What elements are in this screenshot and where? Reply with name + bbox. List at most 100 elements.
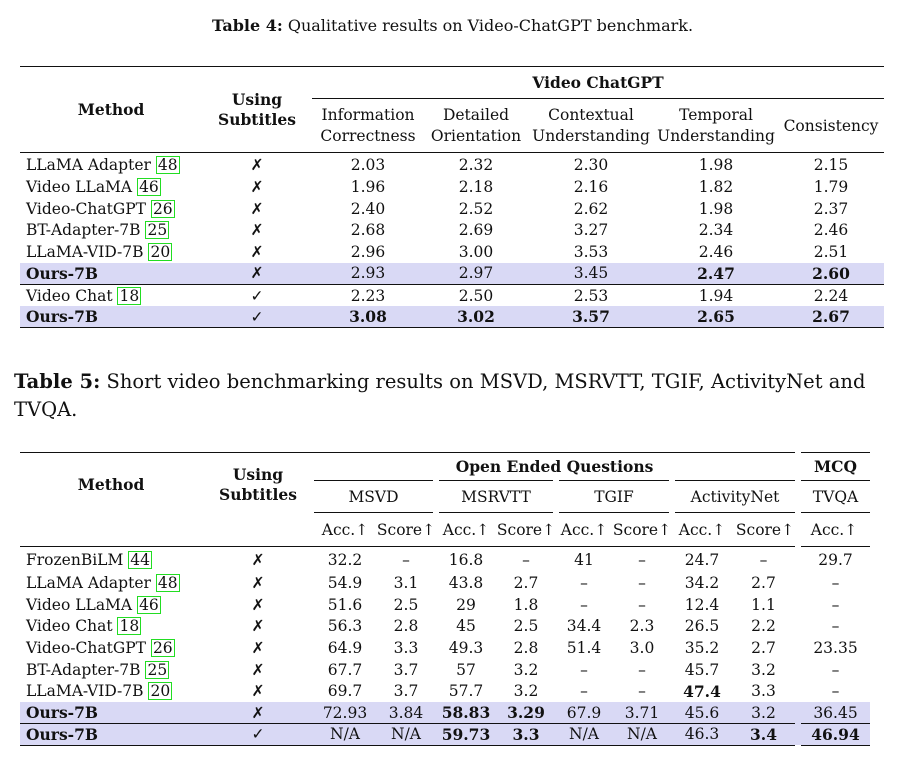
method-cell: Video-ChatGPT 26 — [20, 198, 202, 220]
value-cell: N/A — [376, 723, 436, 746]
value-cell: 3.27 — [573, 221, 609, 240]
value-cell: 3.4 — [732, 723, 798, 746]
table4-col-1-line1: Detailed — [442, 105, 510, 124]
value-cell: 3.2 — [513, 682, 539, 701]
value-cell: 72.93 — [314, 702, 376, 724]
citation-link[interactable]: 26 — [150, 639, 175, 658]
value-cell: 2.7 — [751, 639, 776, 658]
method-name: Video LLaMA — [26, 595, 138, 614]
table5-header-subtitles: Using Subtitles — [202, 453, 314, 547]
value-cell: – — [638, 574, 646, 593]
citation-link[interactable]: 44 — [128, 550, 152, 569]
method-cell: Ours-7B — [20, 306, 202, 328]
citation-link[interactable]: 46 — [137, 178, 161, 197]
table5-body: FrozenBiLM 44 ✗ 32.2 – 16.8 – 41 – 24.7 – 29.7 LLaM… — [20, 547, 870, 746]
citation-link[interactable]: 18 — [117, 617, 142, 636]
value-cell: 2.51 — [813, 243, 849, 262]
value-cell: 36.45 — [798, 702, 870, 724]
table-row: BT-Adapter-7B 25 ✗ 67.7 3.7 57 3.2 – – 45.7 3.2 – — [20, 659, 870, 681]
value-cell: – — [580, 595, 588, 614]
method-cell: BT-Adapter-7B 25 — [20, 659, 202, 681]
table-row: Video-ChatGPT 26 ✗ 64.9 3.3 49.3 2.8 51.4 3.0 35… — [20, 637, 870, 659]
citation-link[interactable]: 20 — [148, 243, 173, 262]
method-name: LLaMA-VID-7B — [26, 682, 149, 701]
subtitles-mark: ✗ — [251, 550, 265, 569]
table4-caption: Table 4: Qualitative results on Video-Ch… — [0, 16, 905, 35]
method-name: LLaMA Adapter — [26, 155, 156, 174]
citation-link[interactable]: 18 — [117, 286, 142, 305]
method-name: Video Chat — [26, 286, 118, 305]
subtitles-mark: ✗ — [202, 702, 314, 724]
value-cell: N/A — [612, 723, 672, 746]
value-cell: – — [522, 550, 530, 569]
method-name: Ours-7B — [26, 263, 98, 283]
table-row: Video LLaMA 46 ✗ 1.96 2.18 2.16 1.82 1.79 — [20, 177, 884, 199]
table5-metric-score: Score↑ — [612, 520, 672, 539]
value-cell: 3.08 — [312, 306, 424, 328]
value-cell: 2.65 — [654, 306, 778, 328]
value-cell: 54.9 — [327, 574, 363, 593]
method-name: LLaMA-VID-7B — [26, 243, 149, 262]
table-row: Video Chat 18 ✓ 2.23 2.50 2.53 1.94 2.24 — [20, 284, 884, 306]
method-name: Video LLaMA — [26, 178, 138, 197]
citation-link[interactable]: 26 — [150, 199, 175, 218]
value-cell: 2.2 — [751, 617, 776, 636]
table4-col-3: Temporal Understanding — [654, 99, 778, 153]
value-cell: 2.8 — [393, 617, 419, 636]
subtitles-mark: ✗ — [251, 682, 265, 701]
method-cell: BT-Adapter-7B 25 — [20, 220, 202, 242]
citation-link[interactable]: 48 — [155, 155, 180, 174]
value-cell: 57.7 — [448, 682, 484, 701]
value-cell: 29.7 — [818, 550, 853, 569]
table4-caption-label: Table 4: — [211, 16, 283, 35]
value-cell: 3.84 — [376, 702, 436, 724]
method-cell: LLaMA Adapter 48 — [20, 573, 202, 595]
value-cell: 1.79 — [813, 178, 849, 197]
value-cell: – — [580, 574, 588, 593]
value-cell: 2.8 — [513, 639, 539, 658]
subtitles-mark: ✓ — [250, 286, 264, 305]
value-cell: – — [580, 682, 588, 701]
subtitles-mark: ✗ — [250, 243, 264, 262]
citation-link[interactable]: 48 — [155, 574, 180, 593]
table4-col-0: Information Correctness — [312, 99, 424, 153]
table5-header-open-group: Open Ended Questions — [314, 452, 798, 481]
table5-metric-acc: Acc.↑ — [321, 520, 369, 539]
method-name: Ours-7B — [26, 307, 98, 327]
citation-link[interactable]: 46 — [137, 595, 161, 614]
value-cell: 2.34 — [698, 221, 734, 240]
table-row: LLaMA Adapter 48 ✗ 2.03 2.32 2.30 1.98 2.15 — [20, 153, 884, 177]
value-cell: 3.7 — [393, 682, 419, 701]
subtitles-mark: ✗ — [250, 155, 264, 174]
value-cell: 41 — [574, 550, 594, 569]
value-cell: 47.4 — [683, 681, 721, 701]
value-cell: 16.8 — [448, 550, 484, 569]
table4-col-1: Detailed Orientation — [424, 99, 528, 153]
table5-header-subtitles-text: Subtitles — [219, 484, 297, 504]
table5-metric-acc: Acc.↑ — [678, 520, 726, 539]
value-cell: 3.00 — [458, 243, 494, 262]
value-cell: 1.94 — [698, 286, 734, 305]
value-cell: – — [638, 660, 646, 679]
citation-link[interactable]: 25 — [145, 660, 170, 679]
table4-col-2: Contextual Understanding — [528, 99, 654, 153]
citation-link[interactable]: 25 — [145, 221, 170, 240]
table5-metric-score: Score↑ — [496, 520, 556, 539]
method-cell: Video LLaMA 46 — [20, 177, 202, 199]
table5-caption-label: Table 5: — [14, 370, 101, 393]
value-cell: 3.7 — [393, 660, 419, 679]
value-cell: 1.98 — [698, 199, 734, 218]
value-cell: 3.3 — [393, 639, 419, 658]
citation-link[interactable]: 20 — [148, 682, 173, 701]
value-cell: 2.37 — [813, 199, 849, 218]
table4-header-group: Video ChatGPT — [312, 66, 884, 99]
value-cell: 2.40 — [350, 199, 386, 218]
value-cell: N/A — [556, 723, 612, 746]
table-row: Video Chat 18 ✗ 56.3 2.8 45 2.5 34.4 2.3 26.5 2.2… — [20, 616, 870, 638]
value-cell: 2.7 — [513, 574, 539, 593]
table4-col-2-line2: Understanding — [532, 126, 650, 145]
table5-metric-acc: Acc.↑ — [560, 520, 608, 539]
subtitles-mark: ✗ — [251, 660, 265, 679]
table4-header-subtitles-text: Subtitles — [218, 109, 296, 129]
table5-header-mcq-group: MCQ — [795, 452, 870, 481]
